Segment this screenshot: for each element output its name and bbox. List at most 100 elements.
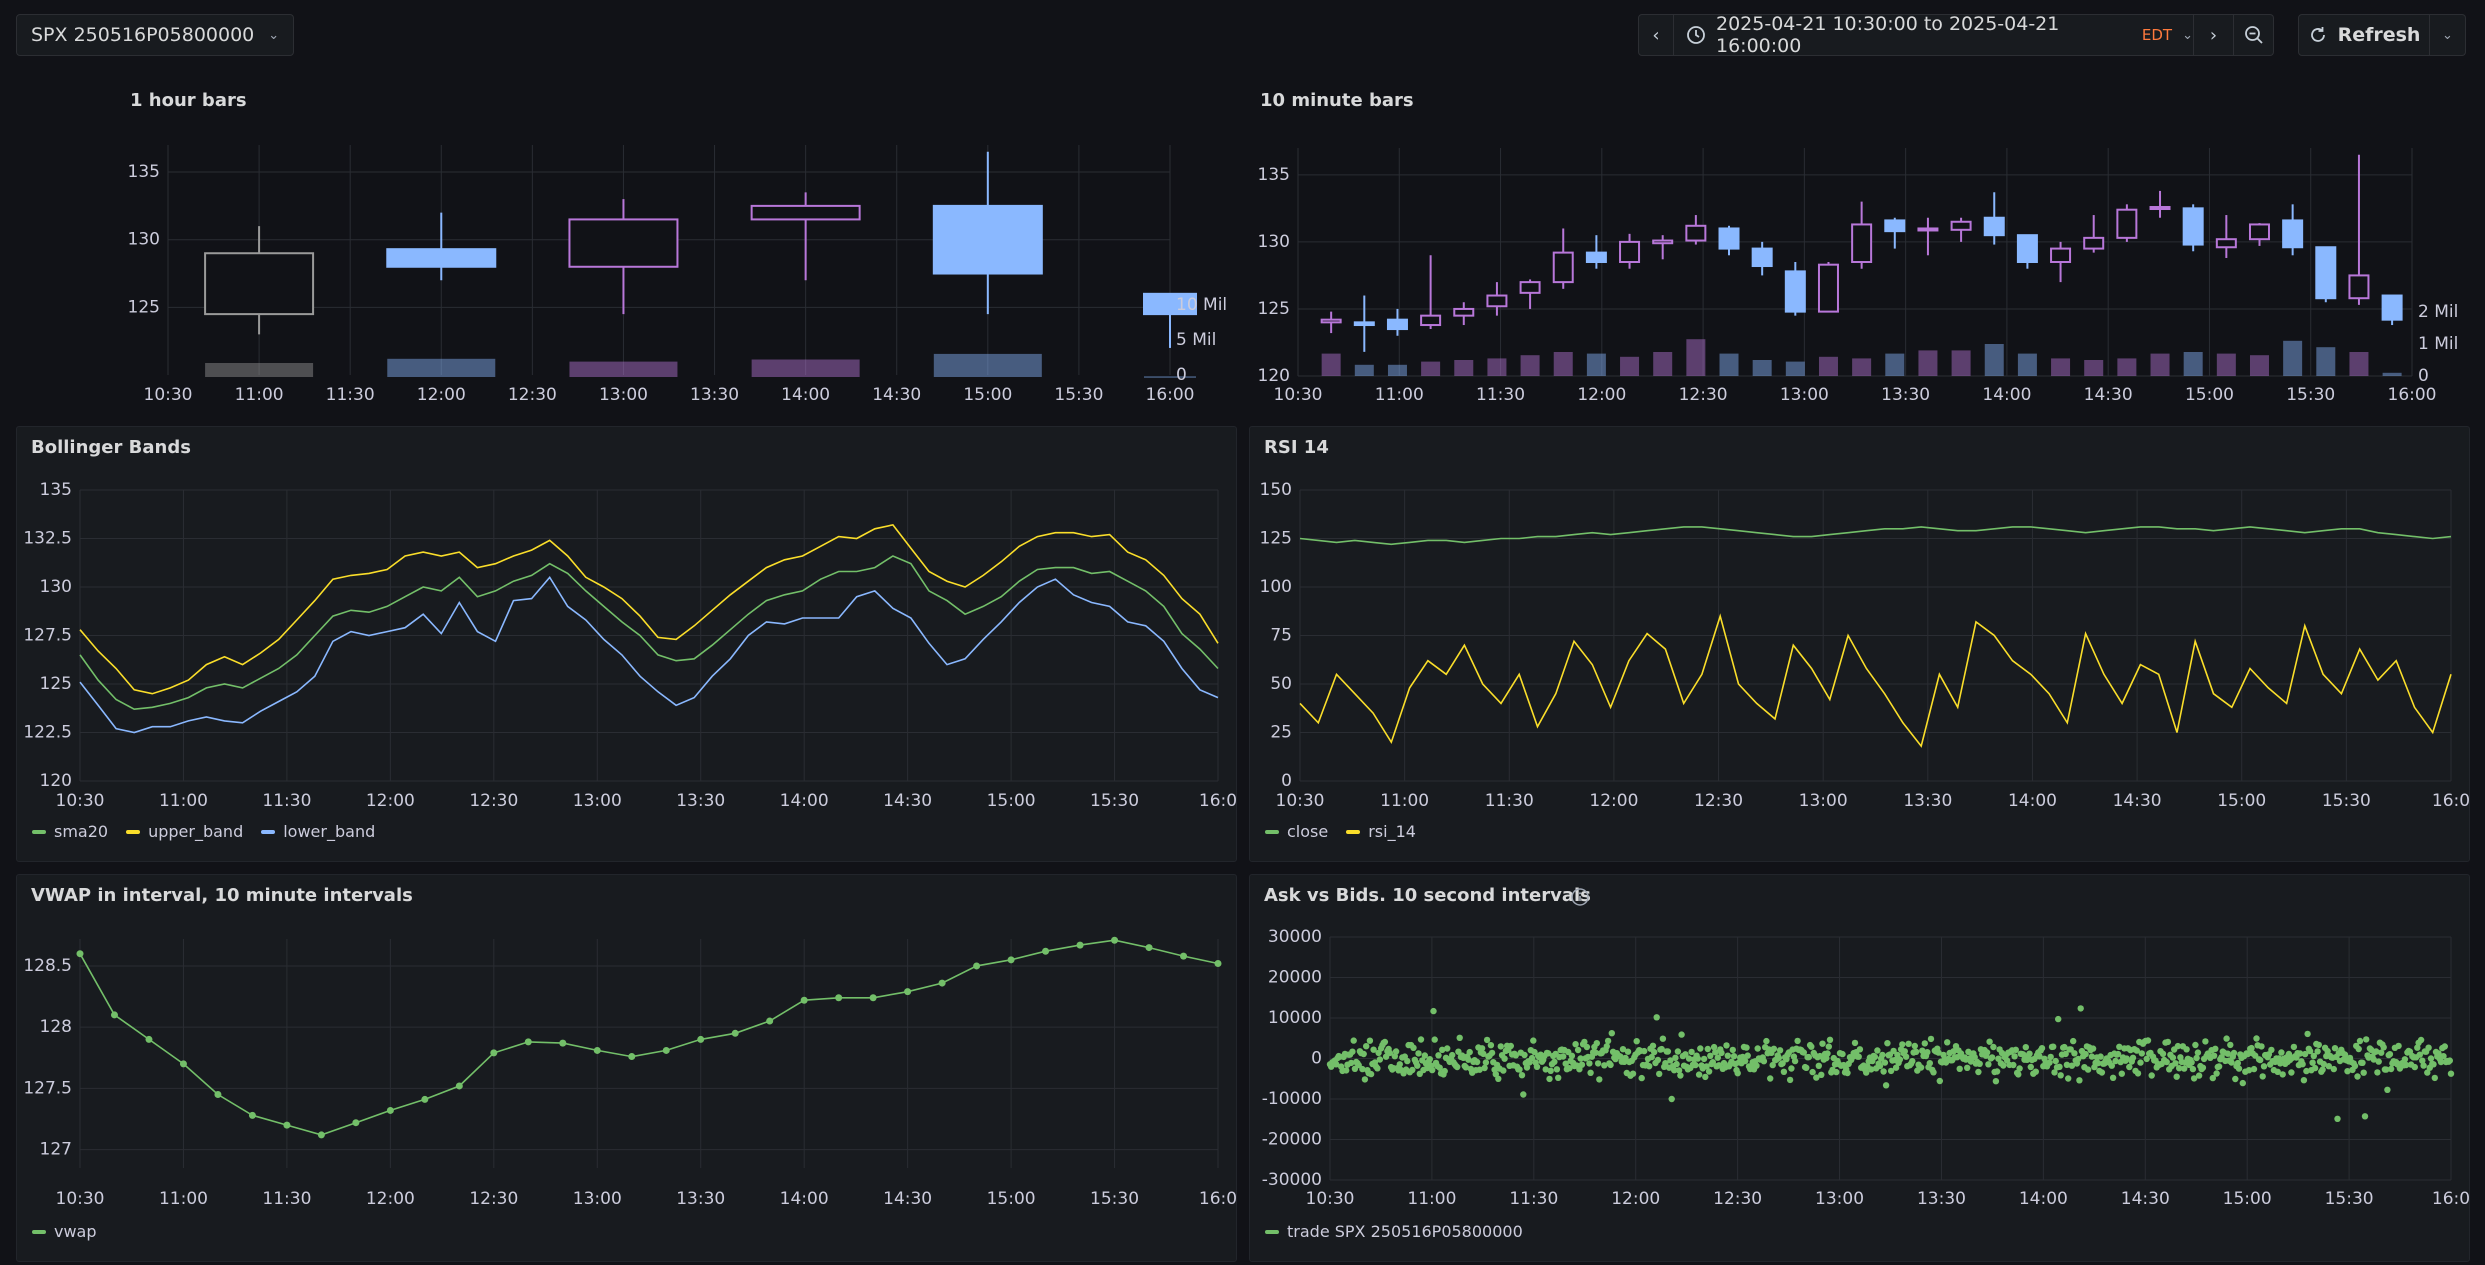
data-point: [283, 1121, 291, 1129]
scatter-point: [1855, 1053, 1862, 1060]
scatter-point: [2108, 1062, 2115, 1069]
scatter-point: [2098, 1069, 2106, 1076]
x-tick-label: 11:00: [235, 385, 284, 405]
scatter-point: [1704, 1045, 1712, 1053]
scatter-point: [1763, 1037, 1770, 1045]
legend-item[interactable]: upper_band: [126, 822, 243, 841]
x-tick-label: 15:30: [2286, 385, 2335, 405]
x-tick-label: 12:30: [469, 1189, 518, 1209]
scatter-point: [1971, 1054, 1978, 1061]
scatter-point: [1901, 1048, 1909, 1055]
scatter-point: [1697, 1045, 1704, 1052]
candle-body: [750, 204, 861, 221]
candle-body: [1685, 224, 1707, 242]
scatter-point: [2032, 1068, 2040, 1075]
scatter-point: [2277, 1060, 2284, 1067]
scatter-point: [2402, 1061, 2410, 1069]
variable-picker[interactable]: SPX 250516P05800000 ⌄: [16, 14, 295, 56]
scatter-point: [1753, 1062, 1760, 1069]
scatter-point: [2202, 1038, 2209, 1045]
data-point: [662, 1046, 670, 1054]
scatter-point: [1523, 1064, 1531, 1071]
refresh-button[interactable]: Refresh: [2298, 14, 2430, 56]
volume-bar: [1620, 356, 1640, 376]
scatter-point: [1409, 1066, 1416, 1074]
legend-item[interactable]: vwap: [32, 1222, 97, 1241]
info-icon[interactable]: [1570, 887, 1590, 907]
candle-body: [2248, 223, 2270, 241]
scatter-point: [2314, 1048, 2321, 1055]
scatter-point: [1562, 1060, 1569, 1067]
scatter-point: [1592, 1049, 1599, 1056]
scatter-point: [1521, 1051, 1528, 1059]
scatter-point: [2416, 1051, 2423, 1058]
data-point: [524, 1038, 532, 1046]
scatter-point: [1658, 1045, 1665, 1053]
scatter-point: [1646, 1063, 1653, 1070]
scatter-point: [1700, 1055, 1708, 1063]
scatter-point: [2359, 1059, 2366, 1067]
scatter-point: [2414, 1044, 2421, 1051]
time-range-picker[interactable]: 2025-04-21 10:30:00 to 2025-04-21 16:00:…: [1674, 13, 2194, 57]
legend-item[interactable]: trade SPX 250516P05800000: [1265, 1222, 1523, 1241]
y-tick-label: 25: [1270, 723, 1292, 743]
scatter-point: [1675, 1067, 1683, 1074]
legend-label: lower_band: [283, 822, 376, 841]
scatter-point: [2022, 1044, 2030, 1051]
scatter-point: [1880, 1068, 1887, 1075]
series-line-lower_band: [79, 575, 1219, 734]
zoom-out-button[interactable]: [2234, 14, 2274, 56]
scatter-point: [2253, 1035, 2260, 1042]
scatter-point: [2012, 1046, 2020, 1054]
legend-vwap: vwap: [32, 1222, 97, 1241]
scatter-point: [2430, 1061, 2437, 1068]
scatter-point: [2223, 1035, 2230, 1042]
x-tick-label: 15:30: [1054, 385, 1103, 405]
scatter-point: [2239, 1079, 2246, 1087]
refresh-interval-dropdown[interactable]: ⌄: [2430, 14, 2466, 56]
scatter-point: [2427, 1055, 2435, 1062]
legend-item[interactable]: close: [1265, 822, 1328, 841]
scatter-point: [1366, 1037, 1374, 1044]
time-range-forward-button[interactable]: ›: [2194, 14, 2234, 56]
data-point: [697, 1035, 705, 1043]
volume-bar: [2017, 353, 2037, 376]
x-tick-label: 14:30: [2121, 1189, 2170, 1209]
scatter-point: [2424, 1069, 2431, 1076]
scatter-point: [2300, 1077, 2308, 1084]
x-tick-label: 11:30: [1509, 1189, 1558, 1209]
scatter-point: [2373, 1048, 2380, 1055]
x-tick-label: 15:30: [1090, 791, 1139, 811]
data-point: [248, 1111, 256, 1119]
candle-body: [1519, 281, 1541, 294]
chart-vwap: [76, 936, 1222, 1168]
scatter-point: [1574, 1046, 1582, 1054]
x-tick-label: 15:30: [2322, 791, 2371, 811]
data-point: [1042, 947, 1050, 955]
scatter-point: [2172, 1060, 2179, 1067]
legend-item[interactable]: sma20: [32, 822, 108, 841]
scatter-point: [1779, 1060, 1786, 1067]
data-point: [559, 1039, 567, 1047]
scatter-point: [1361, 1076, 1369, 1083]
scatter-point: [1794, 1037, 1801, 1045]
x-tick-label: 14:30: [883, 791, 932, 811]
scatter-point: [1466, 1048, 1473, 1056]
scatter-point: [1791, 1057, 1799, 1065]
x-tick-label: 13:30: [676, 791, 725, 811]
scatter-point: [2109, 1074, 2117, 1082]
y-tick-label: -20000: [1262, 1130, 1322, 1150]
dashboard-toolbar: SPX 250516P05800000 ⌄ ‹ 2025-04-21 10:30…: [0, 0, 2485, 70]
scatter-points: [1326, 1005, 2455, 1123]
time-range-back-button[interactable]: ‹: [1638, 14, 1674, 56]
legend-item[interactable]: lower_band: [261, 822, 375, 841]
scatter-point: [1976, 1060, 1983, 1068]
volume-bar: [1321, 353, 1341, 376]
scatter-point: [2148, 1072, 2155, 1079]
x-tick-label: 11:00: [1407, 1189, 1456, 1209]
scatter-point: [1386, 1049, 1394, 1057]
candle-body: [1851, 223, 1873, 263]
series-line-rsi_14: [1299, 613, 2452, 748]
x-tick-label: 13:30: [1903, 791, 1952, 811]
legend-item[interactable]: rsi_14: [1346, 822, 1416, 841]
